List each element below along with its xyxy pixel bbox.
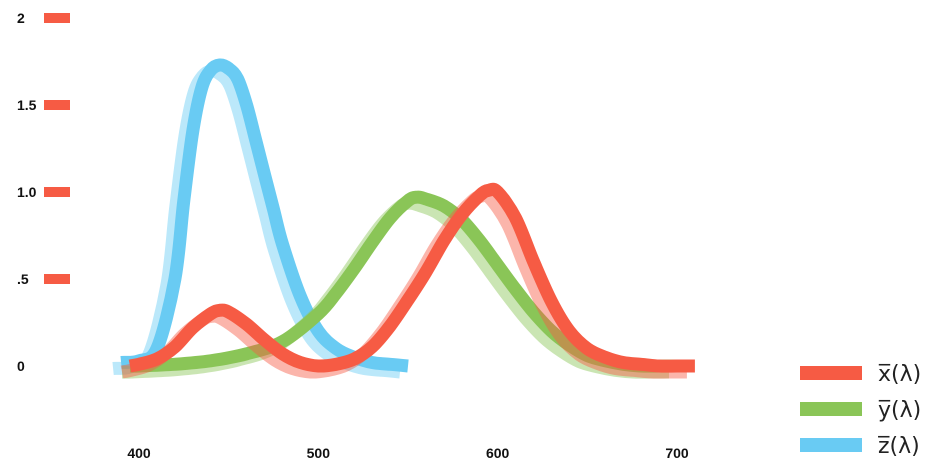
y-tick-marks [44,13,70,284]
y-tick-label: 2 [17,10,25,26]
series-line-z-bar [120,58,409,373]
series-line-shadow-z-bar [112,64,401,379]
series-line-x-bar [128,182,695,373]
legend-label-y-bar: y̅(λ) [878,398,921,423]
x-tick-label: 400 [127,445,151,461]
series-line-shadow-x-bar [120,188,687,379]
y-tick-mark [44,187,70,197]
y-tick-labels: 0 .5 1.0 1.5 2 [17,10,37,374]
x-tick-labels: 400 500 600 700 [127,445,689,461]
y-tick-label: 1.5 [17,97,37,113]
x-tick-label: 700 [665,445,689,461]
series-line-y-bar [129,190,677,373]
legend-label-z-bar: z̅(λ) [877,434,919,459]
legend-swatch-y-bar [800,402,862,416]
y-tick-label: 1.0 [17,184,37,200]
legend: x̅(λ) y̅(λ) z̅(λ) [800,362,921,459]
y-tick-mark [44,274,70,284]
y-tick-mark [44,13,70,23]
y-tick-label: 0 [17,358,25,374]
y-tick-mark [44,100,70,110]
y-tick-label: .5 [17,271,29,287]
legend-swatch-x-bar [800,366,862,380]
legend-label-x-bar: x̅(λ) [878,362,921,387]
series-lines [112,58,695,379]
legend-swatch-z-bar [800,438,862,452]
x-tick-label: 600 [486,445,510,461]
x-tick-label: 500 [307,445,331,461]
